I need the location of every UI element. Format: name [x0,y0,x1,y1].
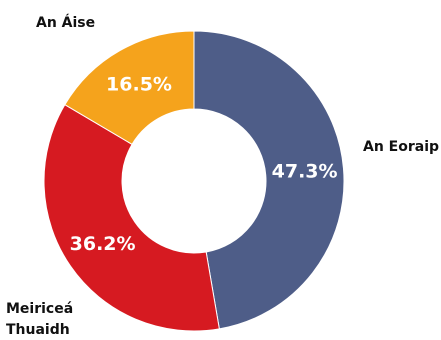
slice-europe-value-label: 47.3% [272,161,338,183]
category-label-north-america: Meiriceá Thuaidh [6,301,78,338]
values-layer: 47.3% 36.2% 16.5% [70,74,338,255]
slices-layer [43,30,345,332]
slice-asia [64,30,195,146]
slice-north-america [43,103,220,332]
category-label-north-america-line2: Thuaidh [6,322,70,338]
category-label-asia: An Áise [36,14,95,31]
slice-asia-value-label: 16.5% [106,74,172,96]
category-label-north-america-line1: Meiriceá [6,301,73,317]
slice-north-america-value-label: 36.2% [70,233,136,255]
category-label-europe: An Eoraip [363,139,439,155]
slice-europe [193,30,345,330]
